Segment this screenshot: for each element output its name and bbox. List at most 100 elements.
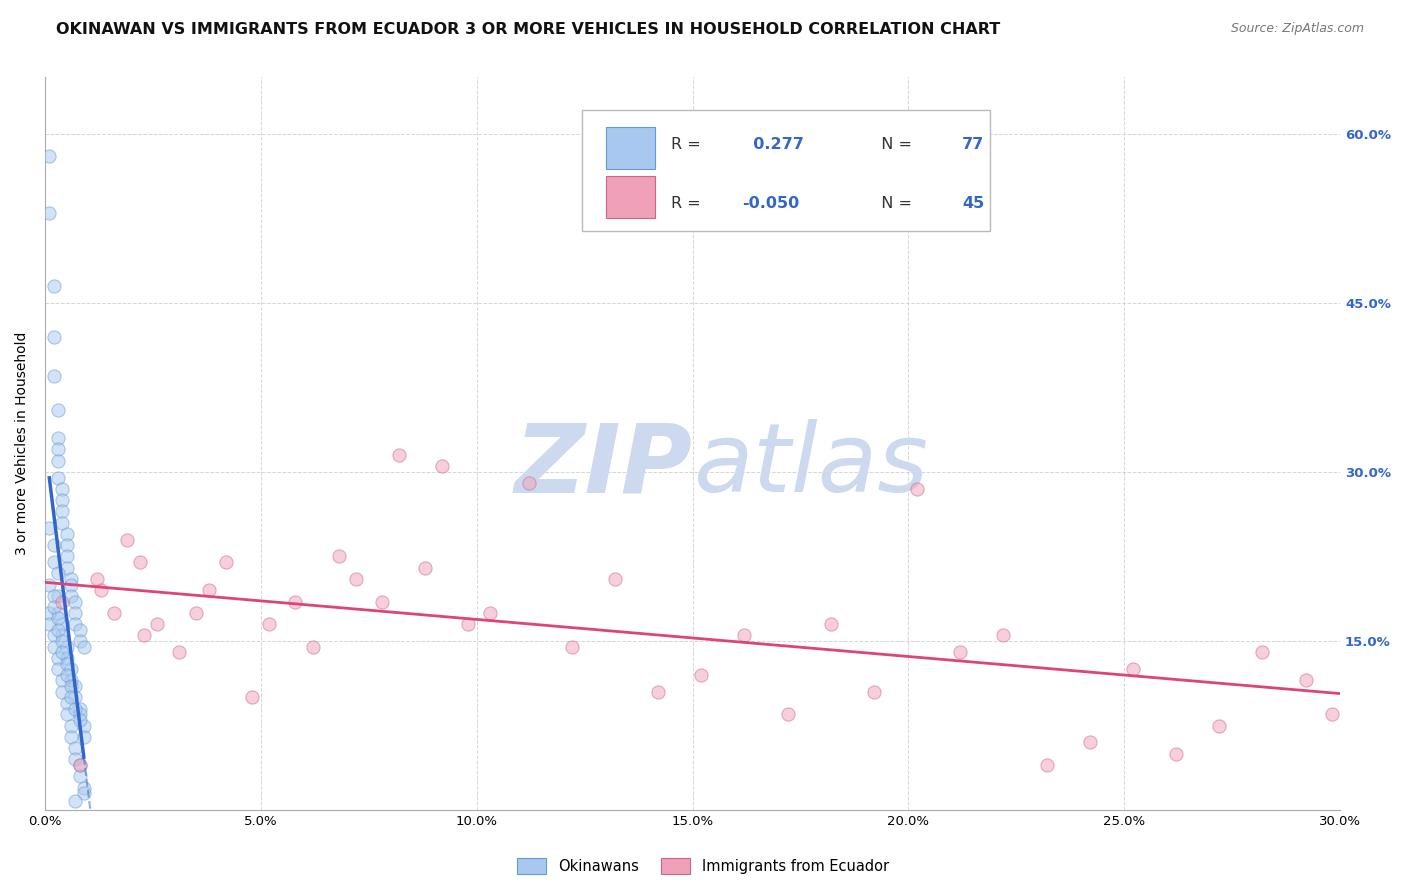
Point <box>51 493 73 508</box>
Point <box>167 645 190 659</box>
Point <box>42 640 65 654</box>
Text: 77: 77 <box>962 137 984 153</box>
Point <box>863 684 886 698</box>
Point <box>776 707 799 722</box>
Point <box>388 448 411 462</box>
Point <box>42 589 65 603</box>
Point <box>73 718 96 732</box>
Point <box>51 617 73 632</box>
Point <box>63 679 86 693</box>
Point <box>478 606 501 620</box>
Point <box>38 205 60 219</box>
Point <box>561 640 583 654</box>
Point <box>51 673 73 688</box>
Point <box>46 662 69 676</box>
Point <box>1078 735 1101 749</box>
Point <box>55 668 77 682</box>
Text: atlas: atlas <box>693 419 928 512</box>
Point <box>733 628 755 642</box>
Point <box>55 640 77 654</box>
Point <box>69 713 91 727</box>
Point <box>63 606 86 620</box>
Point <box>59 730 82 744</box>
Point <box>46 623 69 637</box>
Point <box>949 645 972 659</box>
Point <box>69 758 91 772</box>
Text: OKINAWAN VS IMMIGRANTS FROM ECUADOR 3 OR MORE VEHICLES IN HOUSEHOLD CORRELATION : OKINAWAN VS IMMIGRANTS FROM ECUADOR 3 OR… <box>56 22 1001 37</box>
Point <box>134 628 156 642</box>
Point <box>59 662 82 676</box>
Point <box>184 606 207 620</box>
Point <box>55 560 77 574</box>
Point <box>73 730 96 744</box>
Point <box>59 572 82 586</box>
Point <box>103 606 125 620</box>
Point <box>63 701 86 715</box>
Point <box>42 329 65 343</box>
Point <box>69 758 91 772</box>
Point <box>146 617 169 632</box>
Point <box>59 690 82 705</box>
Text: N =: N = <box>872 137 917 153</box>
Point <box>46 470 69 484</box>
Point <box>46 403 69 417</box>
Point <box>59 718 82 732</box>
Point <box>1251 645 1274 659</box>
Point <box>42 555 65 569</box>
Point <box>38 617 60 632</box>
Text: 45: 45 <box>962 195 984 211</box>
Point <box>55 527 77 541</box>
Point <box>1320 707 1343 722</box>
Point <box>215 555 238 569</box>
Point <box>46 566 69 581</box>
Point <box>55 651 77 665</box>
Point <box>69 701 91 715</box>
Point <box>603 572 626 586</box>
Point <box>73 640 96 654</box>
Point <box>1164 747 1187 761</box>
Point <box>73 780 96 795</box>
Point <box>69 769 91 783</box>
Point <box>63 794 86 808</box>
Point <box>86 572 108 586</box>
FancyBboxPatch shape <box>582 111 990 231</box>
Point <box>46 431 69 445</box>
Point <box>69 634 91 648</box>
Point <box>42 279 65 293</box>
Point <box>46 611 69 625</box>
Point <box>1035 758 1057 772</box>
Point <box>517 476 540 491</box>
Point <box>63 741 86 756</box>
Point <box>240 690 263 705</box>
Point <box>38 149 60 163</box>
Point <box>1295 673 1317 688</box>
Point <box>63 617 86 632</box>
Point <box>69 623 91 637</box>
Point <box>51 634 73 648</box>
Point <box>370 594 392 608</box>
Point <box>690 668 713 682</box>
Text: ZIP: ZIP <box>515 419 693 512</box>
Point <box>90 583 112 598</box>
Point <box>63 594 86 608</box>
Point <box>63 752 86 766</box>
Point <box>1122 662 1144 676</box>
Text: Source: ZipAtlas.com: Source: ZipAtlas.com <box>1230 22 1364 36</box>
Point <box>63 690 86 705</box>
Text: R =: R = <box>671 195 706 211</box>
Point <box>51 684 73 698</box>
Point <box>430 459 453 474</box>
FancyBboxPatch shape <box>606 127 655 169</box>
Point <box>820 617 842 632</box>
Point <box>69 707 91 722</box>
Point <box>38 606 60 620</box>
Point <box>284 594 307 608</box>
Text: R =: R = <box>671 137 706 153</box>
Text: 0.277: 0.277 <box>742 137 804 153</box>
Point <box>46 589 69 603</box>
Point <box>59 577 82 591</box>
Point <box>129 555 152 569</box>
Point <box>59 679 82 693</box>
Point <box>905 482 928 496</box>
Point <box>51 594 73 608</box>
